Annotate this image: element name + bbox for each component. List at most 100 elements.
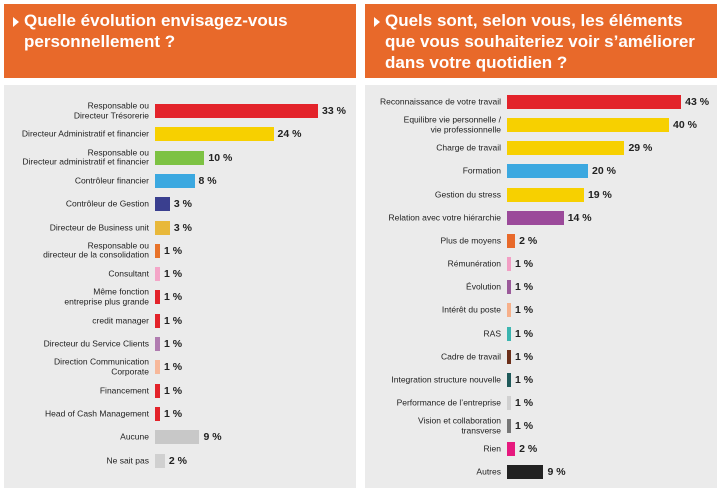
category-label: Directeur Administratif et financier [21,128,149,139]
value-label: 24 % [277,128,302,141]
value-label: 3 % [173,221,192,234]
bar [155,127,274,142]
category-label: Charge de travail [436,142,501,153]
bar [155,173,195,188]
bar [507,210,564,225]
category-label: Reconnaissance de votre travail [380,96,501,107]
chart-title: Quels sont, selon vous, les éléments que… [385,11,695,72]
header [365,4,717,78]
category-label: Même fonction entreprise plus grande [64,286,149,307]
value-label: 1 % [515,373,534,386]
category-label: Directeur du Service Clients [43,338,149,349]
category-label: Rien [483,443,501,454]
value-label: 14 % [567,211,592,224]
value-label: 43 % [685,96,710,108]
bar [155,383,160,398]
bar [155,313,160,328]
category-label: Responsable ou Directeur administratif e… [22,147,149,167]
header [4,4,356,78]
value-label: 29 % [628,142,653,155]
bar [507,164,588,179]
category-label: Aucune [120,431,149,442]
bar [507,419,512,434]
category-label: Plus de moyens [440,235,501,246]
category-label: Equilibre vie personnelle / vie professi… [403,114,501,135]
value-label: 1 % [515,350,534,363]
category-label: Ne sait pas [106,454,149,465]
value-label: 2 % [519,443,538,456]
bar [507,118,669,133]
bar [507,233,516,248]
chart-title: Quelle évolution envisagez-vous personne… [24,11,288,51]
bar [155,267,160,282]
bar [507,465,544,480]
value-label: 19 % [587,188,612,201]
category-label: Consultant [108,268,149,279]
value-label: 1 % [515,258,534,271]
value-label: 1 % [163,291,183,304]
bar [155,150,205,165]
value-label: 9 % [203,431,222,444]
bar [155,220,170,235]
plot-area [4,85,356,488]
bar [155,290,160,305]
category-label: Formation [462,165,501,176]
category-label: Autres [476,466,501,477]
category-label: Head of Cash Management [45,408,149,419]
bar [155,197,170,212]
bar [155,243,160,258]
value-label: 3 % [173,198,192,211]
panel: Quelle évolution envisagez-vous personne… [4,4,356,488]
value-label: 1 % [515,420,534,433]
value-label: 20 % [592,165,616,178]
value-label: 40 % [673,119,697,132]
bar [507,395,512,410]
category-label: Vision et collaboration transverse [417,415,501,436]
category-label: Cadre de travail [440,350,501,361]
value-label: 10 % [208,151,233,164]
bar [155,430,200,445]
value-label: 2 % [519,234,538,247]
category-label: Responsable ou directeur de la consolida… [43,240,149,260]
bar [507,372,512,387]
category-label: Relation avec votre hiérarchie [388,212,501,222]
category-label: Performance de l’entreprise [396,397,501,408]
bar [155,337,160,351]
value-label: 1 % [515,304,534,317]
bar [507,280,512,295]
bar [507,326,512,341]
category-label: Direction Communication Corporate [54,356,149,377]
bar [507,95,682,109]
bar [155,406,160,421]
category-label: RAS [483,327,501,338]
value-label: 1 % [163,244,183,257]
category-label: Intérêt du poste [441,304,501,315]
category-label: Contrôleur de Gestion [65,198,149,209]
value-label: 1 % [163,361,183,374]
value-label: 33 % [322,105,346,117]
bar [155,453,165,468]
value-label: 1 % [515,396,534,409]
category-label: Financement [99,384,149,395]
value-label: 1 % [163,268,183,281]
category-label: Rémunération [447,258,501,269]
category-label: Integration structure nouvelle [391,374,501,385]
bar [507,187,584,202]
arrow-icon [13,17,19,27]
value-label: 1 % [163,314,183,327]
bar [507,303,512,318]
value-label: 1 % [163,384,183,397]
bar [155,360,160,375]
category-label: Responsable ou Directeur Trésorerie [73,100,149,120]
value-label: 1 % [515,281,534,294]
value-label: 9 % [547,466,566,479]
panel: Quels sont, selon vous, les éléments que… [365,4,717,488]
value-label: 1 % [163,407,183,420]
category-label: Directeur de Business unit [49,221,149,232]
arrow-icon [374,17,380,27]
bar [507,349,512,364]
category-label: Gestion du stress [434,188,501,199]
bar [507,442,516,457]
value-label: 1 % [163,338,183,350]
